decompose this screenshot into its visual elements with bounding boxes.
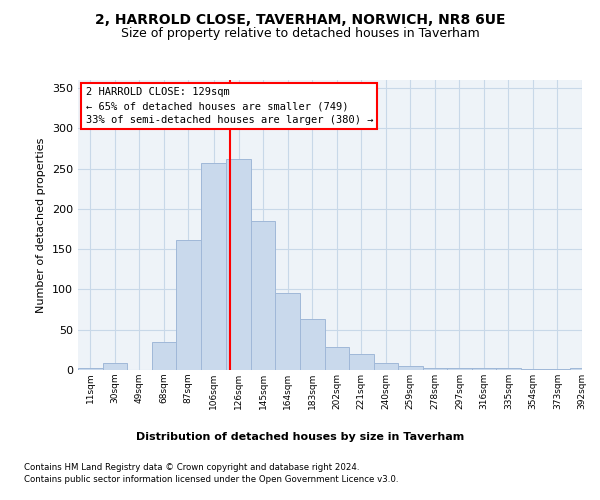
Bar: [325, 348, 349, 370]
Text: Size of property relative to detached houses in Taverham: Size of property relative to detached ho…: [121, 28, 479, 40]
Bar: [152, 342, 176, 370]
Text: Distribution of detached houses by size in Taverham: Distribution of detached houses by size …: [136, 432, 464, 442]
Bar: [300, 320, 325, 370]
Bar: [422, 368, 447, 370]
Bar: [176, 240, 200, 370]
Bar: [78, 368, 103, 370]
Bar: [349, 354, 374, 370]
Bar: [496, 368, 521, 370]
Bar: [570, 368, 594, 370]
Text: Contains HM Land Registry data © Crown copyright and database right 2024.: Contains HM Land Registry data © Crown c…: [24, 462, 359, 471]
Bar: [472, 368, 496, 370]
Bar: [374, 363, 398, 370]
Bar: [103, 363, 127, 370]
Text: 2, HARROLD CLOSE, TAVERHAM, NORWICH, NR8 6UE: 2, HARROLD CLOSE, TAVERHAM, NORWICH, NR8…: [95, 12, 505, 26]
Text: 2 HARROLD CLOSE: 129sqm
← 65% of detached houses are smaller (749)
33% of semi-d: 2 HARROLD CLOSE: 129sqm ← 65% of detache…: [86, 87, 373, 125]
Y-axis label: Number of detached properties: Number of detached properties: [37, 138, 46, 312]
Bar: [521, 369, 545, 370]
Bar: [226, 159, 251, 370]
Bar: [200, 163, 226, 370]
Bar: [398, 366, 422, 370]
Bar: [251, 221, 275, 370]
Text: Contains public sector information licensed under the Open Government Licence v3: Contains public sector information licen…: [24, 475, 398, 484]
Bar: [447, 368, 472, 370]
Bar: [275, 292, 300, 370]
Bar: [545, 369, 570, 370]
